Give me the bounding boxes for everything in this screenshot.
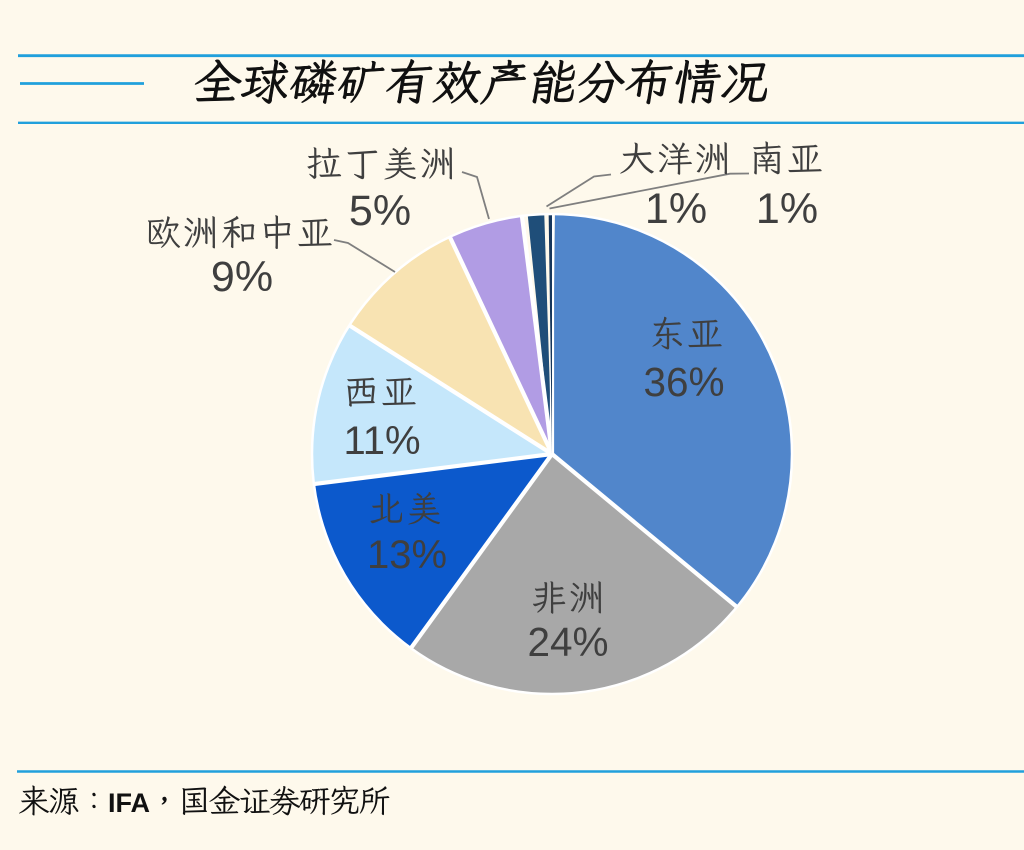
pie-slice-3 bbox=[313, 454, 552, 649]
pie-slices bbox=[312, 214, 792, 694]
svg-text:1%: 1% bbox=[756, 185, 818, 233]
pie-slice-8 bbox=[548, 214, 552, 454]
svg-text:24%: 24% bbox=[527, 619, 608, 665]
source-text: IFA bbox=[19, 785, 390, 818]
slice-label-2: 24% bbox=[527, 581, 609, 665]
slice-label-8: 1% bbox=[753, 141, 822, 233]
svg-text:13%: 13% bbox=[367, 533, 447, 577]
pie-slice-5 bbox=[349, 236, 552, 454]
svg-text:1%: 1% bbox=[645, 185, 707, 233]
svg-text:IFA: IFA bbox=[108, 788, 150, 818]
slice-label-4: 11% bbox=[343, 377, 421, 463]
svg-text:11%: 11% bbox=[343, 419, 420, 463]
chart-title bbox=[194, 59, 767, 105]
slice-label-6: 5% bbox=[307, 146, 452, 235]
pie-slice-1 bbox=[552, 214, 792, 607]
slice-label-7: 1% bbox=[620, 142, 727, 233]
pie-slice-4 bbox=[312, 325, 552, 485]
leader-line-5 bbox=[333, 239, 396, 273]
leader-lines bbox=[333, 171, 750, 273]
svg-text:9%: 9% bbox=[211, 253, 273, 301]
pie-separators bbox=[310, 212, 794, 696]
leader-line-6 bbox=[461, 171, 490, 220]
slice-label-1: 36% bbox=[643, 316, 725, 405]
pie-slice-2 bbox=[410, 454, 737, 694]
svg-text:36%: 36% bbox=[643, 359, 724, 405]
slice-label-5: 9% bbox=[147, 215, 332, 301]
slice-label-3: 13% bbox=[367, 491, 447, 577]
pie-chart: 36% 24% 13% 11% 9% 5% 1% 1% bbox=[147, 141, 822, 696]
pie-slice-6 bbox=[449, 215, 552, 454]
leader-line-7 bbox=[546, 173, 612, 208]
svg-text:5%: 5% bbox=[349, 187, 411, 235]
pie-labels: 36% 24% 13% 11% 9% 5% 1% 1% bbox=[147, 141, 822, 665]
leader-line-8 bbox=[549, 172, 750, 210]
